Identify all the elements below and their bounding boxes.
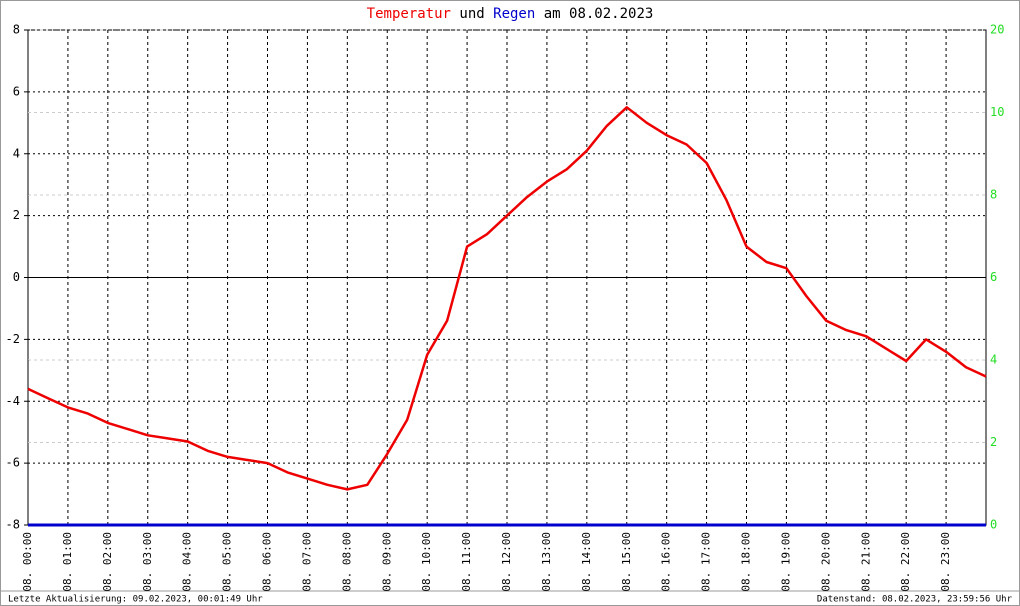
y2-tick-label: 8	[990, 188, 997, 202]
x-tick-label: 08. 04:00	[181, 532, 194, 592]
x-tick-label: 08. 02:00	[101, 532, 114, 592]
y2-tick-label: 20	[990, 23, 1004, 37]
y2-tick-label: 2	[990, 435, 997, 449]
x-tick-label: 08. 15:00	[620, 532, 633, 592]
x-tick-label: 08. 09:00	[380, 532, 393, 592]
x-tick-label: 08. 23:00	[939, 532, 952, 592]
x-tick-label: 08. 18:00	[740, 532, 753, 592]
y-tick-label: -4	[6, 394, 20, 408]
footer-left: Letzte Aktualisierung: 09.02.2023, 00:01…	[8, 595, 263, 605]
y-tick-label: 0	[13, 270, 20, 284]
footer-right: Datenstand: 08.02.2023, 23:59:56 Uhr	[817, 595, 1013, 605]
x-tick-label: 08. 03:00	[141, 532, 154, 592]
title-suffix: am 08.02.2023	[544, 6, 654, 22]
x-tick-label: 08. 13:00	[540, 532, 553, 592]
y2-tick-label: 10	[990, 105, 1004, 119]
y2-tick-label: 0	[990, 518, 997, 532]
title-series-rain: Regen	[493, 6, 535, 22]
x-tick-label: 08. 01:00	[61, 532, 74, 592]
y-tick-label: 2	[13, 208, 20, 222]
x-tick-label: 08. 05:00	[221, 532, 234, 592]
y2-tick-label: 4	[990, 353, 997, 367]
x-tick-label: 08. 06:00	[261, 532, 274, 592]
x-tick-label: 08. 11:00	[460, 532, 473, 592]
y-tick-label: 6	[13, 84, 20, 98]
y2-tick-label: 6	[990, 270, 997, 284]
x-tick-label: 08. 07:00	[300, 532, 313, 592]
x-tick-label: 08. 00:00	[21, 532, 34, 592]
x-tick-label: 08. 12:00	[500, 532, 513, 592]
x-tick-label: 08. 22:00	[899, 532, 912, 592]
series-line	[27, 106, 987, 491]
y-tick-label: 8	[13, 23, 20, 37]
x-tick-label: 08. 08:00	[340, 532, 353, 592]
y-tick-label: -6	[6, 456, 20, 470]
x-tick-label: 08. 20:00	[819, 532, 832, 592]
x-tick-label: 08. 10:00	[420, 532, 433, 592]
x-tick-label: 08. 14:00	[580, 532, 593, 592]
x-tick-label: 08. 21:00	[859, 532, 872, 592]
y-tick-label: -2	[6, 332, 20, 346]
title-connector: und	[459, 6, 484, 22]
title-series-temp: Temperatur	[367, 6, 451, 22]
y-tick-label: 4	[13, 146, 20, 160]
y-tick-label: -8	[6, 518, 20, 532]
x-tick-label: 08. 17:00	[700, 532, 713, 592]
chart-title: Temperatur und Regen am 08.02.2023	[367, 6, 654, 22]
x-tick-label: 08. 16:00	[660, 532, 673, 592]
x-tick-label: 08. 19:00	[779, 532, 792, 592]
